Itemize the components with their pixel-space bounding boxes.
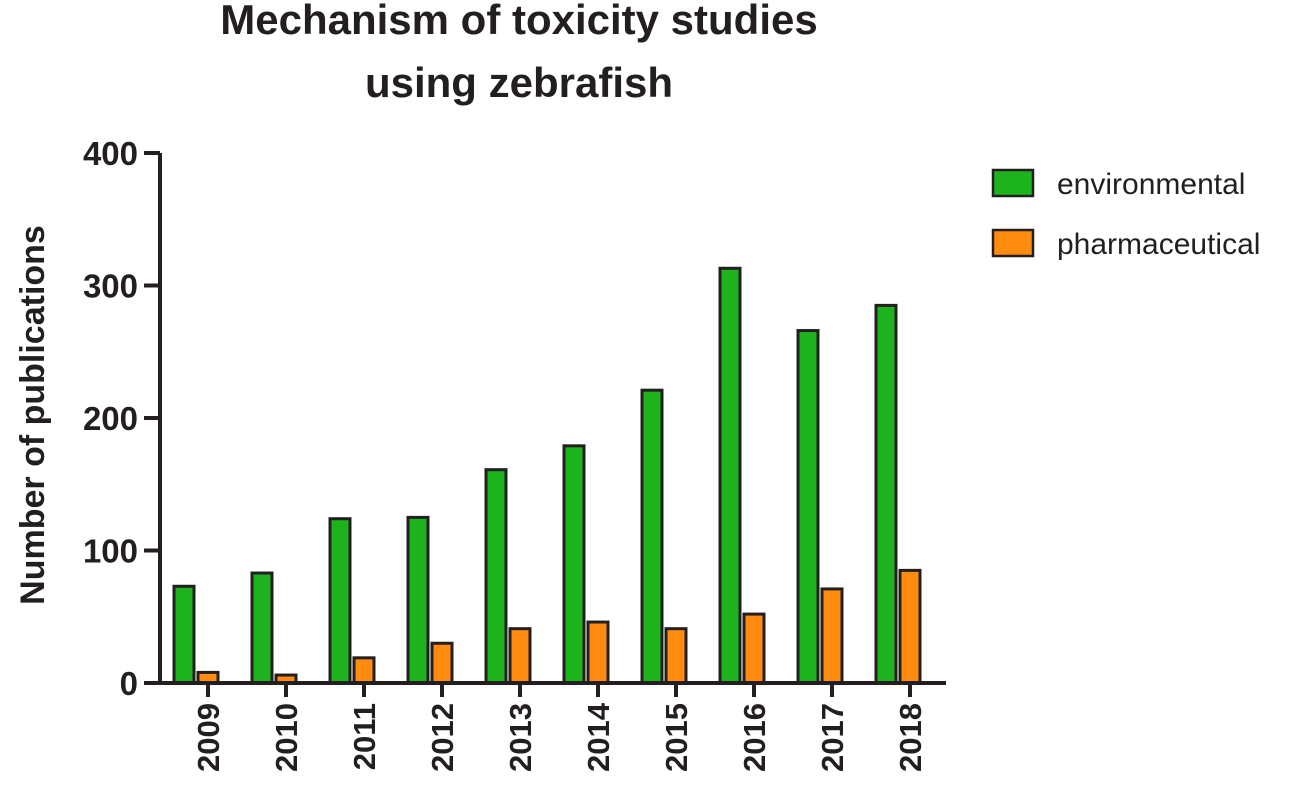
y-tick-label: 0 — [120, 665, 138, 702]
x-tick-label: 2012 — [425, 703, 460, 772]
x-tick-label: 2010 — [269, 703, 304, 772]
y-tick-label: 200 — [83, 400, 138, 437]
y-axis-label: Number of publications — [14, 225, 52, 605]
bar-environmental-2012 — [406, 515, 430, 685]
x-tick-label: 2013 — [503, 703, 538, 772]
bar-pharmaceutical-2013 — [508, 627, 532, 685]
bar-pharmaceutical-2018 — [898, 568, 922, 685]
bar-pharmaceutical-2017 — [820, 587, 844, 685]
legend-label-pharmaceutical: pharmaceutical — [1057, 228, 1260, 261]
bar-environmental-2018 — [874, 303, 898, 685]
legend-swatch-environmental — [991, 168, 1035, 198]
y-tick-label: 100 — [83, 533, 138, 570]
bar-environmental-2009 — [172, 584, 196, 685]
x-tick-label: 2017 — [815, 703, 850, 772]
x-tick-label: 2015 — [659, 703, 694, 772]
bar-pharmaceutical-2012 — [430, 641, 454, 685]
y-tick-label: 400 — [83, 135, 138, 172]
chart-title-line-1: Mechanism of toxicity studies — [220, 0, 817, 43]
bar-pharmaceutical-2014 — [586, 620, 610, 685]
bars — [172, 266, 922, 685]
legend: environmental pharmaceutical — [991, 168, 1260, 261]
x-tick-label: 2009 — [191, 703, 226, 772]
y-axis: 0 100 200 300 400 — [83, 135, 162, 702]
bar-pharmaceutical-2015 — [664, 627, 688, 685]
x-axis: 2009 2010 2011 2012 2013 2014 2015 2016 2017 2018 — [158, 681, 946, 772]
chart-title-line-2: using zebrafish — [365, 59, 673, 106]
x-tick-label: 2016 — [737, 703, 772, 772]
bar-environmental-2016 — [718, 266, 742, 685]
bar-environmental-2010 — [250, 571, 274, 685]
legend-label-environmental: environmental — [1057, 168, 1245, 201]
x-tick-label: 2018 — [893, 703, 928, 772]
legend-swatch-pharmaceutical — [991, 228, 1035, 258]
bar-environmental-2013 — [484, 468, 508, 685]
bar-environmental-2011 — [328, 517, 352, 685]
x-tick-label: 2014 — [581, 702, 616, 772]
bar-pharmaceutical-2011 — [352, 656, 376, 685]
bar-environmental-2015 — [640, 388, 664, 685]
bar-environmental-2014 — [562, 444, 586, 685]
bar-pharmaceutical-2016 — [742, 612, 766, 685]
x-tick-label: 2011 — [347, 703, 382, 770]
y-tick-label: 300 — [83, 268, 138, 305]
bar-environmental-2017 — [796, 329, 820, 685]
